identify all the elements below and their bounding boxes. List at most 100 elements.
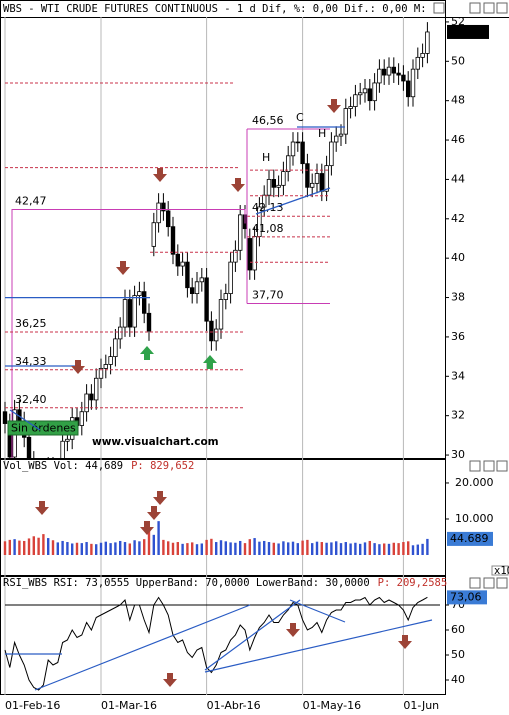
volume-bar [210,538,213,555]
window-button[interactable] [483,577,495,589]
volume-bar [56,542,59,555]
volume-bar [363,542,367,555]
x-tick-label: 01-Jun [403,699,439,712]
candle-body [118,326,123,340]
candle-body [180,261,185,267]
candle-body [401,74,406,82]
volume-bar [128,543,131,555]
volume-bar [378,544,381,555]
candle-body [146,312,152,332]
volume-bar [171,542,175,555]
volume-bar [8,539,11,555]
trend-line [9,409,41,431]
volume-bar [411,545,415,555]
volume-bar [421,543,424,555]
volume-bar [13,539,16,555]
volume-title: Vol_WBS Vol: 44,689 P: 829,652 [3,460,194,472]
rsi-panel [0,576,446,695]
volume-bar [349,543,352,555]
volume-bar [277,543,280,555]
candle-body [194,281,200,295]
candle-body [367,88,372,102]
y-tick-label: 46 [451,133,465,146]
candle-body [281,171,286,186]
volume-bar [253,538,256,555]
candle-body [405,80,411,98]
volume-bar [181,543,184,555]
candle-body [223,293,228,300]
candle-body [156,202,161,224]
candle-body [122,299,128,328]
y-tick-label: 40 [451,251,465,264]
rsi-title-value: P: 209,2585 [378,577,448,589]
candle-body [338,133,344,137]
window-button[interactable] [496,577,508,589]
candle-body [84,393,89,413]
volume-bar [119,540,122,555]
volume-bar [258,541,261,555]
volume-bar [143,539,146,555]
volume-bar [301,540,304,555]
y-tick-label: 48 [451,94,465,107]
volume-bar [195,544,199,555]
window-button[interactable] [496,460,508,472]
volume-bar [147,529,151,555]
volume-bar [186,543,189,555]
candle-body [381,68,387,76]
x-tick-label: 01-May-16 [303,699,361,712]
volume-bar [426,538,429,555]
rsi-trend-line [204,599,301,671]
level-label: 42,13 [252,201,284,214]
candle-body [252,236,257,271]
candle-body [94,377,99,401]
window-button[interactable] [469,2,481,14]
candle-body [98,368,104,379]
volume-bar [37,537,40,555]
last-price-label: 51,49 [450,25,482,38]
candle-body [199,277,204,283]
y-tick-label: 34 [451,369,465,382]
volume-bar [397,543,400,555]
window-button[interactable] [433,2,445,14]
window-button[interactable] [469,460,481,472]
window-button[interactable] [483,460,495,472]
volume-title-value: P: 829,652 [131,460,194,472]
trend-line [255,187,331,215]
candle-body [391,66,396,74]
candle-body [396,72,401,76]
candle-body [103,364,108,369]
volume-bar [191,542,194,555]
candle-body [170,226,176,255]
volume-bar [18,540,21,555]
candle-body [26,436,32,458]
y-tick-label: 42 [451,212,465,225]
volume-bar [152,534,155,555]
volume-bar [51,540,55,555]
candle-body [309,182,315,188]
watermark: www.visualchart.com [92,436,219,448]
level-label: 37,70 [252,288,284,301]
volume-bar [373,543,376,555]
level-label: 41,08 [252,222,284,235]
candle-body [60,440,65,458]
candle-body [79,411,84,426]
candle-body [185,261,190,289]
volume-bar [27,538,31,555]
last-rsi-label: 73,06 [450,590,482,603]
window-button[interactable] [469,577,481,589]
candle-body [415,56,420,70]
candle-body [276,184,281,188]
volume-bar [239,540,242,555]
volume-bar [95,544,98,555]
candle-body [2,411,8,424]
window-button[interactable] [483,2,495,14]
candle-body [319,173,324,192]
volume-bar [330,542,333,555]
window-button[interactable] [496,2,508,14]
last-volume-label: 44.689 [450,532,489,545]
y-tick-label: 44 [451,172,465,185]
scale-label: x10 [494,565,509,577]
candle-body [213,328,219,342]
last-price-box [447,24,489,39]
volume-bar [157,521,160,555]
